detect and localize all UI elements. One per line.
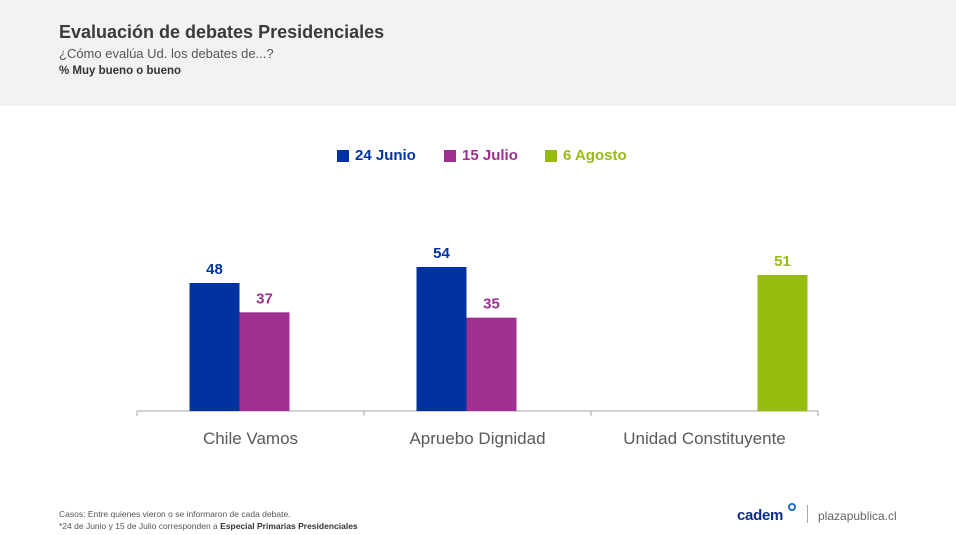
chart-legend: 24 Junio 15 Julio 6 Agosto (0, 147, 956, 169)
footnote-casos: Casos: Entre quienes vieron o se informa… (59, 509, 291, 519)
cadem-logo: cadem (737, 507, 784, 524)
data-label: 48 (206, 261, 223, 278)
category-label: Unidad Constituyente (623, 429, 786, 448)
category-label: Chile Vamos (203, 429, 298, 448)
footnote-bold: Especial Primarias Presidenciales (220, 521, 358, 531)
category-label: Apruebo Dignidad (409, 429, 545, 448)
logo-ring-icon (788, 503, 796, 511)
bar-apruebo-dignidad-24-junio (416, 266, 467, 411)
data-label: 37 (256, 290, 273, 307)
footnote-primarias: *24 de Junio y 15 de Julio corresponden … (59, 521, 358, 531)
bar-chile-vamos-24-junio (189, 282, 240, 411)
legend-label: 6 Agosto (563, 147, 627, 164)
footnote-text: *24 de Junio y 15 de Julio corresponden … (59, 521, 221, 531)
legend-swatch (337, 149, 349, 162)
legend-item-6-agosto: 6 Agosto (545, 147, 627, 164)
data-label: 54 (433, 245, 450, 262)
data-label: 51 (774, 253, 791, 270)
legend-label: 15 Julio (462, 147, 518, 164)
data-label: 35 (483, 296, 500, 313)
legend-swatch (444, 149, 456, 162)
site-url: plazapublica.cl (818, 509, 897, 523)
measure-label: % Muy bueno o bueno (59, 65, 182, 77)
legend-item-15-julio: 15 Julio (444, 147, 518, 164)
header-band: Evaluación de debates Presidenciales ¿Có… (0, 0, 956, 106)
bar-apruebo-dignidad-15-julio (466, 317, 517, 411)
legend-swatch (545, 149, 557, 162)
bar-unidad-constituyente-6-agosto (757, 274, 808, 411)
legend-label: 24 Junio (355, 147, 416, 164)
page-subtitle: ¿Cómo evalúa Ud. los debates de...? (59, 46, 274, 61)
footer-divider (807, 505, 808, 523)
legend-item-24-junio: 24 Junio (337, 147, 416, 164)
bar-chile-vamos-15-julio (239, 312, 290, 411)
page-title: Evaluación de debates Presidenciales (59, 22, 385, 42)
